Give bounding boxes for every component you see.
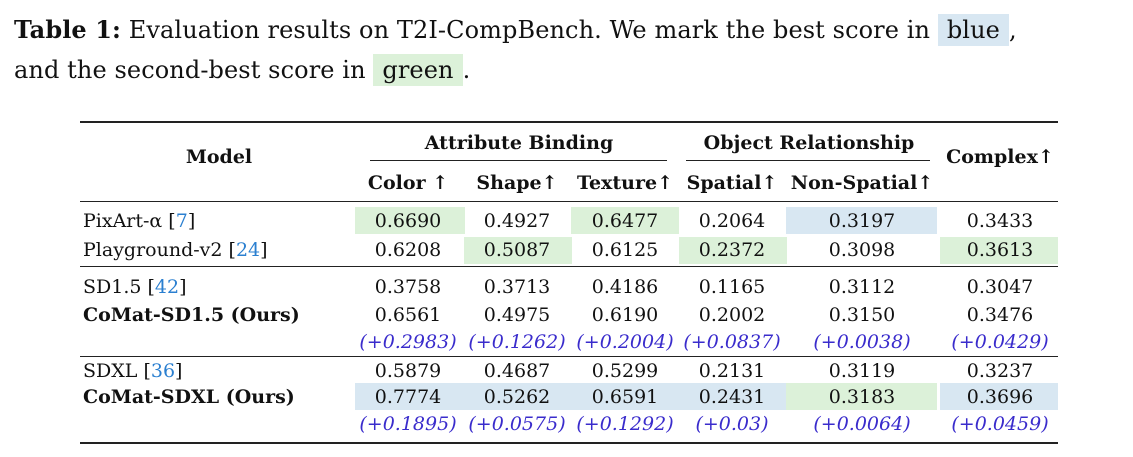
table-cell: 0.3047 <box>966 276 1034 298</box>
caption-text: Evaluation results on T2I-CompBench. We … <box>121 16 938 44</box>
table-cell: 0.1165 <box>698 276 766 298</box>
table-cell: 0.6477 <box>591 210 659 232</box>
table-cell: 0.5879 <box>374 360 442 382</box>
table-cell: 0.3713 <box>483 276 551 298</box>
highlight-best <box>464 383 572 410</box>
table-cell: 0.4186 <box>591 276 659 298</box>
table-cell: 0.3098 <box>828 239 896 261</box>
delta-cell: (+0.1292) <box>576 413 674 435</box>
table-cell: 0.3119 <box>828 360 896 382</box>
table-cell: 0.5087 <box>483 239 551 261</box>
section-rule-2 <box>80 356 1058 357</box>
row-model-name: SD1.5 [42] <box>83 276 187 298</box>
table-cell: 0.2064 <box>698 210 766 232</box>
table-top-rule <box>80 121 1058 123</box>
table-cell: 0.3197 <box>828 210 896 232</box>
table-cell: 0.3433 <box>966 210 1034 232</box>
delta-cell: (+0.1262) <box>468 331 566 353</box>
header-non-spatial: Non-Spatial↑ <box>790 172 934 194</box>
attr-group-rule <box>370 160 667 161</box>
highlight-second <box>940 237 1058 264</box>
header-group-object-relationship: Object Relationship <box>703 132 915 154</box>
delta-cell: (+0.0429) <box>951 331 1049 353</box>
table-cell: 0.2431 <box>698 386 766 408</box>
table-cell: 0.6561 <box>374 304 442 326</box>
delta-cell: (+0.2004) <box>576 331 674 353</box>
table-cell: 0.2131 <box>698 360 766 382</box>
citation-link[interactable]: 24 <box>235 239 261 261</box>
highlight-best <box>571 383 679 410</box>
highlight-best <box>786 207 937 234</box>
delta-cell: (+0.0459) <box>951 413 1049 435</box>
table-cell: 0.3758 <box>374 276 442 298</box>
row-model-name: Playground-v2 [24] <box>83 239 268 261</box>
table-caption: Table 1: Evaluation results on T2I-CompB… <box>14 14 1017 86</box>
caption-label: Table 1: <box>14 15 121 44</box>
highlight-best <box>679 383 787 410</box>
caption-text-line2: and the second-best score in <box>14 56 374 84</box>
delta-cell: (+0.0064) <box>813 413 911 435</box>
table-cell: 0.6125 <box>591 239 659 261</box>
delta-cell: (+0.03) <box>695 413 769 435</box>
caption-best-highlight: blue <box>937 14 1009 46</box>
table-cell: 0.3112 <box>828 276 896 298</box>
highlight-second <box>679 237 787 264</box>
highlight-best <box>355 383 465 410</box>
table-cell: 0.4927 <box>483 210 551 232</box>
citation-link[interactable]: 36 <box>150 360 176 382</box>
delta-cell: (+0.0575) <box>468 413 566 435</box>
row-model-name: SDXL [36] <box>83 360 183 382</box>
header-complex: Complex↑ <box>946 146 1054 168</box>
table-cell: 0.6190 <box>591 304 659 326</box>
highlight-second <box>464 237 572 264</box>
caption-second-highlight: green <box>373 54 463 86</box>
delta-cell: (+0.2983) <box>359 331 457 353</box>
table-cell: 0.7774 <box>374 386 442 408</box>
table-cell: 0.4687 <box>483 360 551 382</box>
table-cell: 0.6690 <box>374 210 442 232</box>
table-cell: 0.5299 <box>591 360 659 382</box>
row-model-name: PixArt-α [7] <box>83 210 196 232</box>
table-bottom-rule <box>80 442 1058 444</box>
section-rule-1 <box>80 266 1058 267</box>
highlight-best <box>940 383 1058 410</box>
citation-link[interactable]: 7 <box>175 210 188 232</box>
table-cell: 0.2372 <box>698 239 766 261</box>
table-cell: 0.6208 <box>374 239 442 261</box>
table-cell: 0.3476 <box>966 304 1034 326</box>
table-cell: 0.3237 <box>966 360 1034 382</box>
table-cell: 0.3613 <box>966 239 1034 261</box>
row-model-name: CoMat-SDXL (Ours) <box>83 386 295 408</box>
header-group-attribute-binding: Attribute Binding <box>424 132 614 154</box>
table-cell: 0.3183 <box>828 386 896 408</box>
citation-link[interactable]: 42 <box>154 276 180 298</box>
delta-cell: (+0.1895) <box>359 413 457 435</box>
header-spatial: Spatial↑ <box>686 172 778 194</box>
table-cell: 0.2002 <box>698 304 766 326</box>
highlight-second <box>571 207 679 234</box>
table-cell: 0.3150 <box>828 304 896 326</box>
table-cell: 0.4975 <box>483 304 551 326</box>
header-texture: Texture↑ <box>577 172 673 194</box>
table-cell: 0.3696 <box>966 386 1034 408</box>
row-model-name: CoMat-SD1.5 (Ours) <box>83 304 300 326</box>
header-bottom-rule <box>80 201 1058 202</box>
table-cell: 0.6591 <box>591 386 659 408</box>
highlight-second <box>355 207 465 234</box>
highlight-second <box>786 383 937 410</box>
header-color: Color ↑ <box>367 172 449 194</box>
delta-cell: (+0.0837) <box>683 331 781 353</box>
obj-group-rule <box>686 160 930 161</box>
table-cell: 0.5262 <box>483 386 551 408</box>
delta-cell: (+0.0038) <box>813 331 911 353</box>
header-model: Model <box>185 146 253 168</box>
header-shape: Shape↑ <box>476 172 558 194</box>
